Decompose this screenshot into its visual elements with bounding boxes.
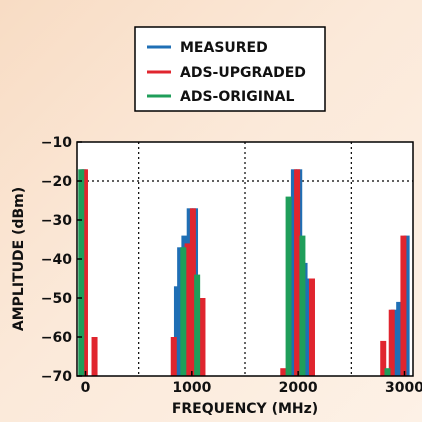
bar-ads-upgraded <box>81 169 88 376</box>
axis-ticks: −10 −20 −30 −40 −50 −60 −70 0 1000 2000 3000 <box>41 135 422 396</box>
bar-ads-upgraded <box>199 298 206 376</box>
legend-label-ads-upgraded: ADS-UPGRADED <box>180 65 306 81</box>
bar-ads-upgraded <box>388 309 395 376</box>
bar-ads-upgraded <box>189 208 196 376</box>
bar-ads-original <box>285 196 292 376</box>
bars <box>78 169 410 376</box>
y-tick-label: −50 <box>41 291 72 307</box>
bar-measured <box>290 169 297 376</box>
legend-label-measured: MEASURED <box>180 40 268 56</box>
y-axis-title: AMPLITUDE (dBm) <box>11 187 27 331</box>
bar-ads-upgraded <box>308 278 315 376</box>
legend-label-ads-original: ADS-ORIGINAL <box>180 89 294 105</box>
bar-measured <box>177 247 184 376</box>
bar-ads-upgraded <box>380 340 387 376</box>
bar-ads-upgraded <box>280 368 287 376</box>
grid-lines <box>77 142 413 376</box>
bar-ads-original <box>194 274 201 376</box>
bar-measured <box>403 235 410 376</box>
y-tick-label: −40 <box>41 252 72 268</box>
bar-ads-upgraded <box>400 235 407 376</box>
legend: MEASURED ADS-UPGRADED ADS-ORIGINAL <box>134 26 326 112</box>
bar-measured <box>396 301 403 376</box>
bar-ads-upgraded <box>91 337 98 376</box>
x-tick-label: 0 <box>81 380 91 396</box>
plot-frame <box>76 141 414 377</box>
bar-ads-original <box>384 368 391 376</box>
bar-measured <box>173 286 180 376</box>
bar-ads-upgraded <box>184 243 191 376</box>
x-tick-label: 3000 <box>385 380 422 396</box>
x-tick-label: 1000 <box>172 380 211 396</box>
y-tick-label: −30 <box>41 213 72 229</box>
y-tick-label: −10 <box>41 135 72 151</box>
x-axis-title: FREQUENCY (MHz) <box>172 401 318 417</box>
x-tick-label: 2000 <box>279 380 318 396</box>
bar-ads-upgraded <box>294 169 301 376</box>
y-tick-label: −60 <box>41 330 72 346</box>
bar-ads-original <box>78 169 85 376</box>
bar-ads-upgraded <box>170 337 177 376</box>
bar-ads-original <box>180 247 187 376</box>
bar-ads-original <box>299 235 306 376</box>
y-tick-label: −20 <box>41 174 72 190</box>
y-tick-label: −70 <box>41 369 72 385</box>
